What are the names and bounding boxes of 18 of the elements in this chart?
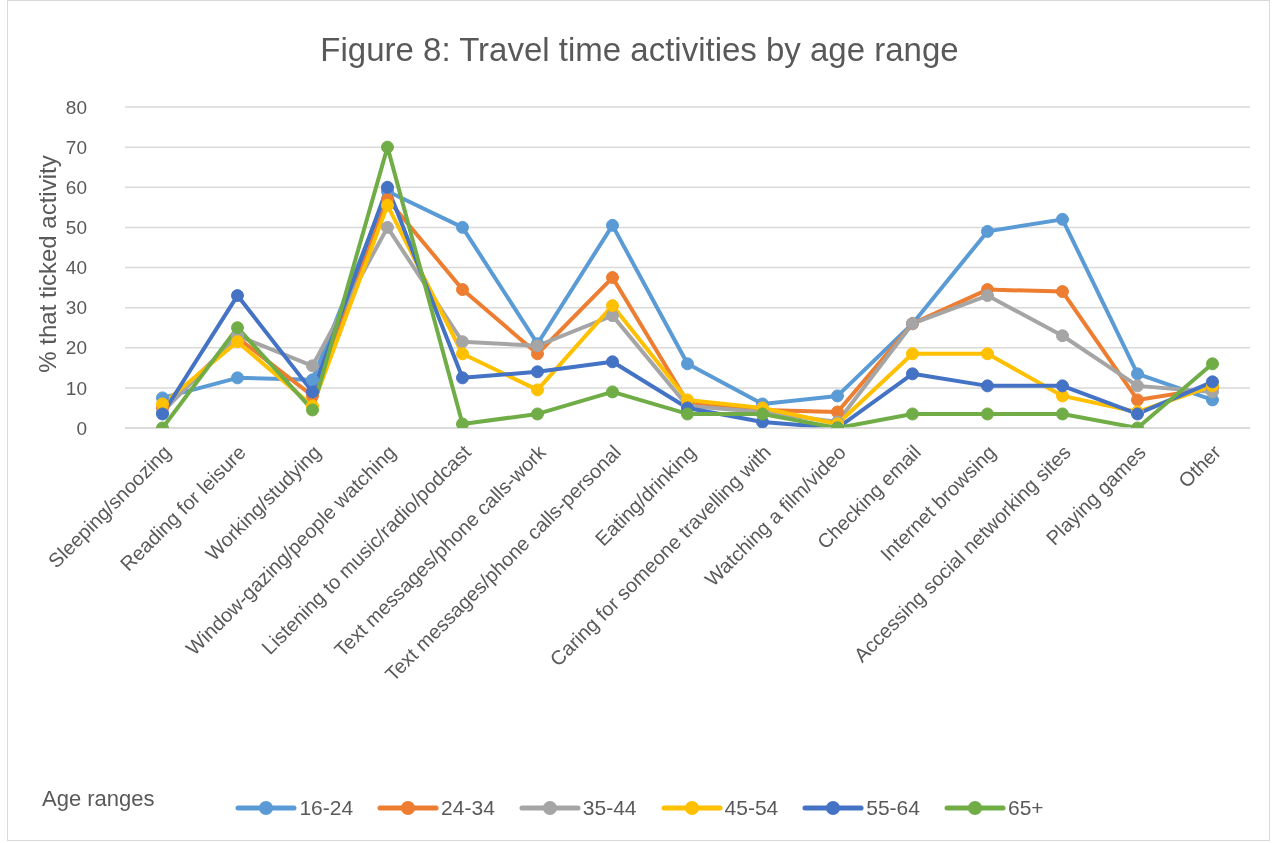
legend-label: 24-34 [441,796,495,820]
y-tick-label: 30 [65,297,87,319]
legend-label: 55-64 [866,796,920,820]
legend-label: 45-54 [724,796,779,820]
y-tick-label: 70 [65,136,87,158]
y-tick-label: 40 [65,257,87,279]
legend-title: Age ranges [42,786,155,812]
y-tick-label: 20 [65,337,87,359]
legend-label: 35-44 [582,796,637,820]
legend-label: 16-24 [299,796,354,820]
y-tick-label: 80 [65,96,87,118]
y-axis-title: % that ticked activity [34,155,61,373]
legend-label: 65+ [1007,796,1044,820]
y-tick-label: 0 [76,417,87,439]
chart-title: Figure 8: Travel time activities by age range [319,31,960,69]
y-tick-label: 50 [65,217,87,239]
y-tick-label: 10 [65,377,87,399]
y-tick-label: 60 [65,176,87,198]
